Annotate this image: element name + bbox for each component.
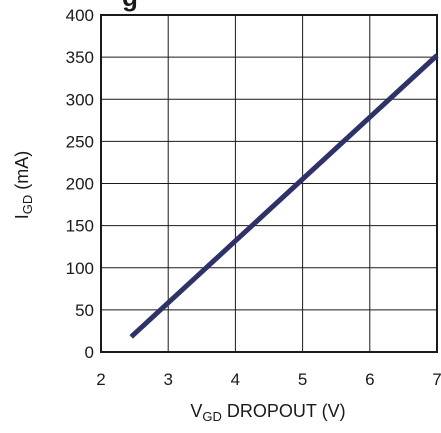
x-tick-label: 6 bbox=[365, 370, 374, 389]
grid bbox=[100, 14, 438, 353]
y-tick-label: 50 bbox=[75, 301, 94, 320]
chart-title-fragment: g bbox=[122, 0, 138, 12]
y-tick-label: 250 bbox=[66, 132, 94, 151]
y-tick-label: 350 bbox=[66, 48, 94, 67]
x-axis-title: VGD DROPOUT (V) bbox=[190, 401, 345, 424]
x-tick-label: 2 bbox=[96, 370, 105, 389]
x-axis-title-rest: DROPOUT (V) bbox=[222, 401, 346, 421]
y-tick-label: 100 bbox=[66, 259, 94, 278]
y-axis-title-main: I bbox=[12, 214, 32, 219]
x-axis-title-main: V bbox=[190, 401, 202, 421]
x-tick-labels: 2 3 4 5 6 7 bbox=[96, 370, 441, 389]
y-axis-title-subscript: GD bbox=[20, 195, 35, 215]
x-tick-label: 3 bbox=[163, 370, 172, 389]
y-tick-label: 0 bbox=[85, 343, 94, 362]
y-tick-label: 150 bbox=[66, 217, 94, 236]
plot-frame bbox=[100, 14, 438, 353]
series-line bbox=[129, 53, 439, 339]
y-axis-title: IGD (mA) bbox=[12, 151, 35, 220]
x-tick-label: 7 bbox=[432, 370, 441, 389]
x-axis-title-subscript: GD bbox=[202, 409, 222, 424]
x-tick-label: 4 bbox=[231, 370, 240, 389]
y-tick-label: 400 bbox=[66, 6, 94, 25]
y-tick-labels: 0 50 100 150 200 250 300 350 400 bbox=[66, 6, 94, 362]
series-layer bbox=[129, 53, 439, 339]
x-tick-label: 5 bbox=[298, 370, 307, 389]
y-axis-title-rest: (mA) bbox=[12, 151, 32, 195]
y-tick-label: 200 bbox=[66, 175, 94, 194]
y-tick-label: 300 bbox=[66, 90, 94, 109]
